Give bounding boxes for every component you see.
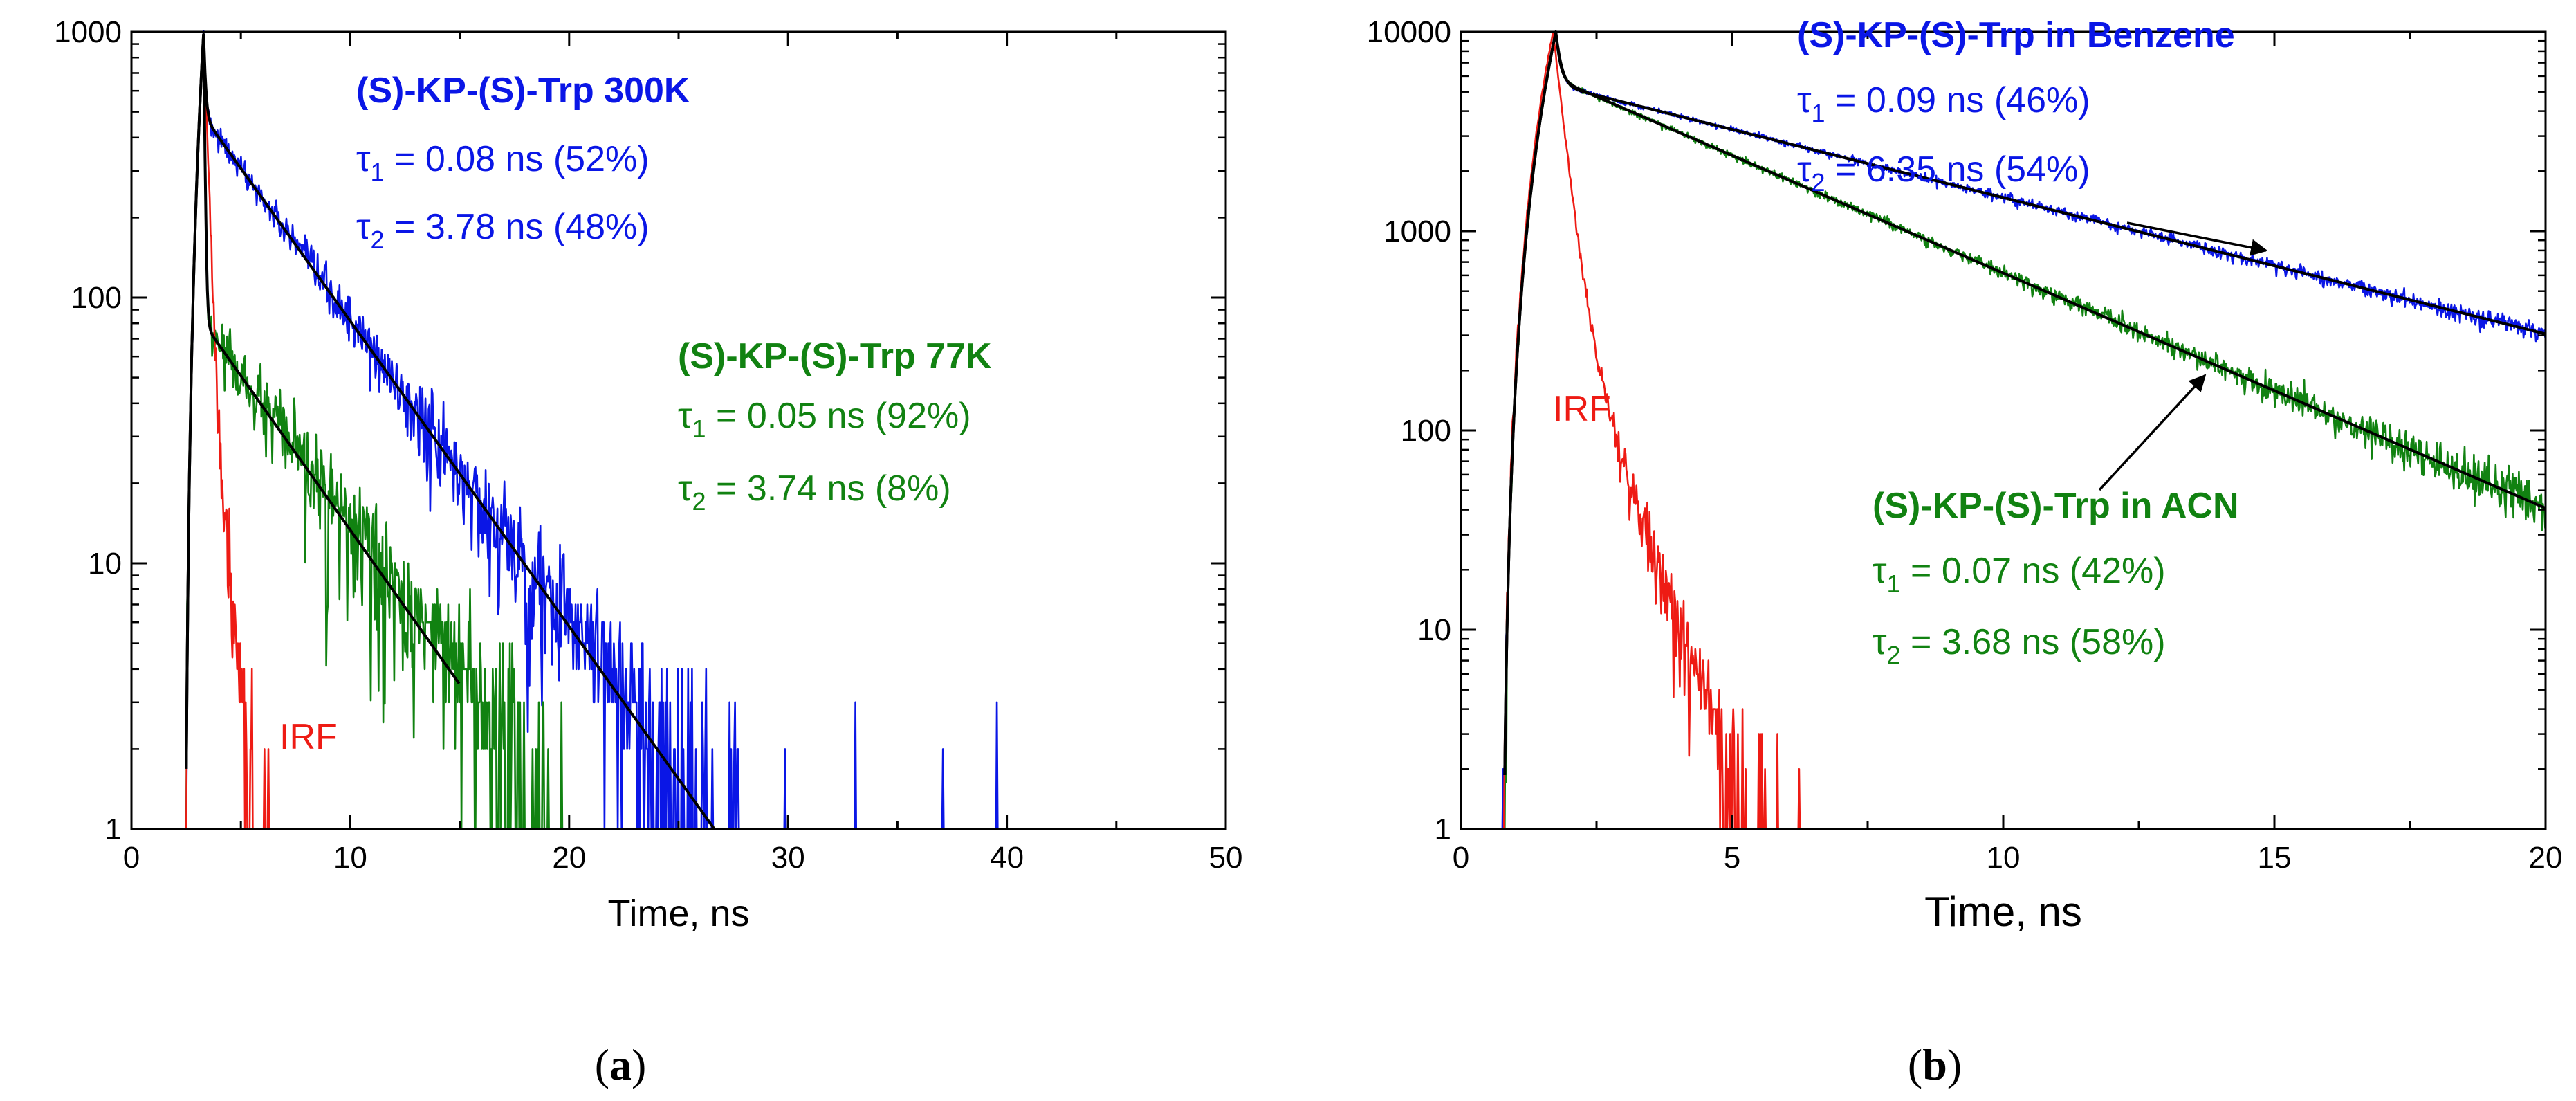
- x-tick-label-a-4: 40: [990, 841, 1024, 875]
- series-line-fit-acn: [1503, 30, 2546, 776]
- x-tick-label-a-3: 30: [771, 841, 805, 875]
- y-tick-label-a-3: 1000: [54, 15, 122, 49]
- legend-tau1-benzene: τ1 = 0.09 ns (46%): [1797, 80, 2090, 127]
- plot-clip-b: [1501, 30, 2546, 829]
- legend-tau2-acn: τ2 = 3.68 ns (58%): [1873, 622, 2166, 669]
- x-tick-label-b-3: 15: [2258, 841, 2292, 875]
- arrow-benzene: [2126, 221, 2268, 256]
- x-tick-label-a-5: 50: [1209, 841, 1243, 875]
- axes-b: 0 5 10 15 20 1 10 100 1000 10000 Time, ns: [1367, 15, 2563, 935]
- legend-title-acn: (S)-KP-(S)-Trp in ACN: [1873, 486, 2239, 526]
- legend-tau1-acn: τ1 = 0.07 ns (42%): [1873, 551, 2166, 598]
- y-tick-label-b-4: 10000: [1367, 15, 1451, 49]
- y-tick-label-a-1: 10: [88, 547, 122, 581]
- y-tick-label-b-3: 1000: [1383, 215, 1451, 248]
- legend-title-77k: (S)-KP-(S)-Trp 77K: [678, 336, 992, 376]
- x-axis-label-b: Time, ns: [1924, 889, 2082, 935]
- series-line-fit-77k: [185, 33, 461, 769]
- x-tick-label-b-0: 0: [1453, 841, 1469, 875]
- x-tick-label-a-2: 20: [552, 841, 586, 875]
- x-tick-label-b-1: 5: [1724, 841, 1740, 875]
- series-line-s-kp-s-trp-77k: [183, 35, 569, 829]
- x-tick-label-b-2: 10: [1987, 841, 2021, 875]
- series-line-irf: [1501, 32, 2209, 829]
- arrow-acn: [2098, 374, 2207, 491]
- x-tick-label-b-4: 20: [2529, 841, 2563, 875]
- legend-tau2-300k: τ2 = 3.78 ns (48%): [356, 207, 650, 254]
- y-tick-label-a-2: 100: [71, 281, 122, 315]
- axes-a: 0 10 20 30 40 50 1 10 100 1000 Time, ns: [54, 15, 1242, 934]
- x-tick-label-a-1: 10: [333, 841, 367, 875]
- x-tick-label-a-0: 0: [123, 841, 140, 875]
- plot-area-a: [183, 30, 1121, 829]
- annotations-a: (S)-KP-(S)-Trp 300K τ1 = 0.08 ns (52%) τ…: [279, 71, 992, 757]
- legend-tau1-300k: τ1 = 0.08 ns (52%): [356, 139, 650, 186]
- legend-title-benzene: (S)-KP-(S)-Trp in Benzene: [1797, 15, 2235, 55]
- legend-title-300k: (S)-KP-(S)-Trp 300K: [356, 71, 690, 111]
- irf-label-b: IRF: [1553, 389, 1611, 429]
- x-axis-label-a: Time, ns: [607, 893, 749, 934]
- y-tick-label-b-0: 1: [1435, 812, 1451, 846]
- plot-area-b: [1501, 30, 2546, 829]
- legend-tau2-benzene: τ2 = 6.35 ns (54%): [1797, 149, 2090, 197]
- series-line-fit-benzene: [1503, 30, 2546, 776]
- caption-b: (b): [1908, 1040, 1962, 1089]
- caption-a: (a): [595, 1040, 647, 1089]
- y-tick-label-b-2: 100: [1401, 414, 1451, 448]
- y-tick-label-a-0: 1: [105, 812, 122, 846]
- series-line-fit-300k: [185, 33, 717, 829]
- legend-tau1-77k: τ1 = 0.05 ns (92%): [678, 396, 971, 443]
- y-tick-label-b-1: 10: [1417, 613, 1451, 647]
- arrows-b: [2098, 221, 2268, 491]
- plot-clip-a: [183, 30, 1121, 829]
- irf-label-a: IRF: [279, 717, 338, 757]
- series-line-s-kp-s-trp-300k: [183, 30, 1121, 829]
- chart-panel-b: 0 5 10 15 20 1 10 100 1000 10000 Time, ns (S)-KP-(…: [1367, 15, 2563, 1089]
- chart-panel-a: 0 10 20 30 40 50 1 10 100 1000 Time, ns (S)-KP-(S)…: [54, 15, 1242, 1089]
- annotations-b: (S)-KP-(S)-Trp in Benzene τ1 = 0.09 ns (…: [1553, 15, 2239, 669]
- legend-tau2-77k: τ2 = 3.74 ns (8%): [678, 468, 951, 516]
